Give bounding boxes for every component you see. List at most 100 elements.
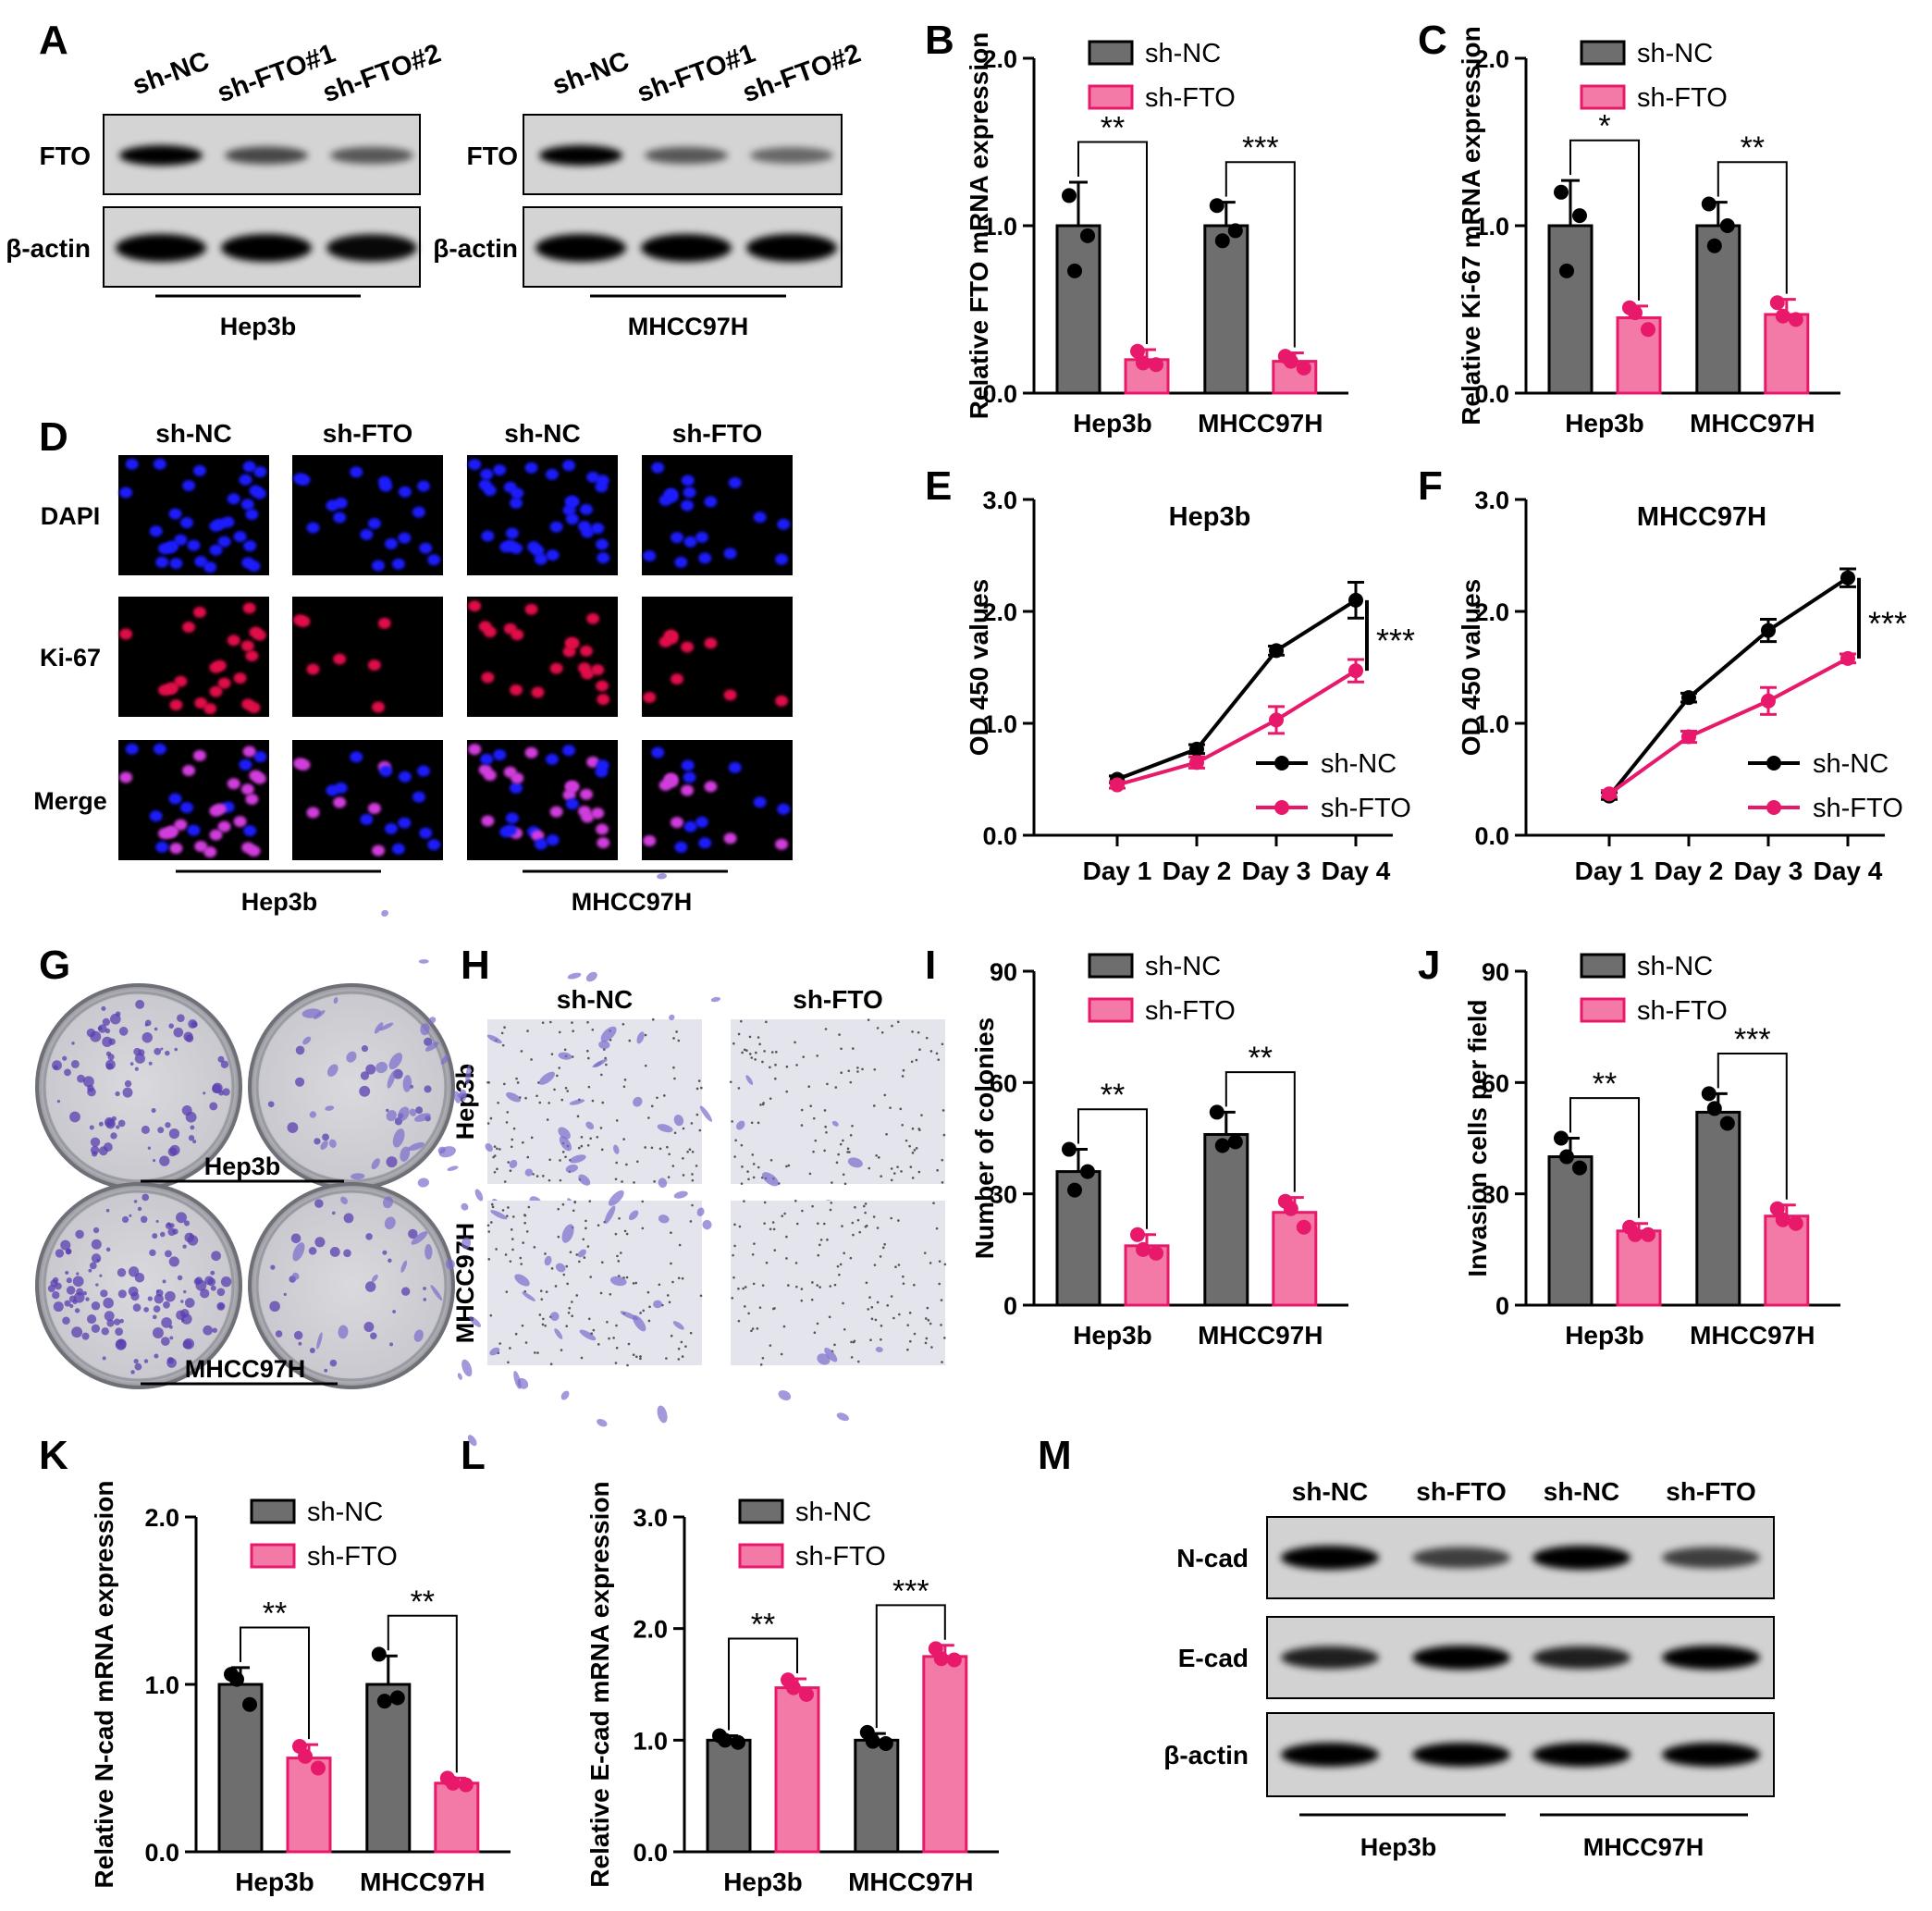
membrane-pore xyxy=(560,1349,563,1351)
membrane-pore xyxy=(587,1056,590,1060)
invaded-cell xyxy=(657,1405,668,1424)
colony xyxy=(216,1288,226,1297)
panel-letter-h: H xyxy=(461,943,490,988)
colony xyxy=(101,1005,106,1011)
membrane-pore xyxy=(697,1079,701,1082)
membrane-pore xyxy=(732,1042,735,1045)
blot-band xyxy=(1412,1743,1510,1767)
membrane-pore xyxy=(816,1054,819,1057)
nucleus xyxy=(546,549,560,561)
membrane-pore xyxy=(743,1200,745,1202)
colony xyxy=(293,1330,303,1340)
nucleus xyxy=(391,558,405,570)
significance-label: ** xyxy=(1741,130,1765,166)
membrane-pore xyxy=(681,1355,684,1358)
membrane-pore xyxy=(880,1338,882,1341)
membrane-pore xyxy=(911,1177,915,1179)
membrane-pore xyxy=(670,1334,673,1338)
y-axis-label: Relative N-cad mRNA expression xyxy=(90,1481,118,1889)
membrane-pore xyxy=(849,1080,853,1084)
nucleus xyxy=(174,534,188,546)
nucleus xyxy=(203,846,217,858)
membrane-pore xyxy=(592,1328,596,1332)
membrane-pore xyxy=(521,1324,524,1327)
nucleus xyxy=(372,845,386,857)
data-point xyxy=(1602,786,1617,802)
colony xyxy=(183,1031,193,1042)
membrane-pore xyxy=(512,1127,516,1130)
invaded-cell xyxy=(437,1146,446,1154)
membrane-pore xyxy=(680,1340,683,1344)
nucleus xyxy=(493,464,507,476)
data-point xyxy=(1641,1227,1655,1242)
membrane-pore xyxy=(576,1115,580,1118)
data-point xyxy=(242,1696,257,1712)
colony xyxy=(176,1212,187,1224)
nucleus xyxy=(549,521,563,533)
legend-swatch xyxy=(250,1543,296,1569)
colony xyxy=(52,1291,60,1300)
membrane-pore xyxy=(755,1051,757,1054)
blot-band xyxy=(535,234,626,262)
colony xyxy=(75,1229,84,1239)
row-label: FTO xyxy=(467,142,518,170)
membrane-pore xyxy=(585,1227,587,1230)
colony xyxy=(190,1125,195,1130)
membrane-pore xyxy=(733,1223,736,1227)
nucleus xyxy=(674,841,688,853)
membrane-pore xyxy=(794,1199,797,1202)
membrane-pore xyxy=(737,1319,741,1323)
nucleus xyxy=(379,765,393,777)
membrane-pore xyxy=(843,1251,845,1255)
membrane-pore xyxy=(571,1314,573,1318)
colony xyxy=(124,1079,132,1088)
nucleus xyxy=(577,662,591,674)
colony xyxy=(69,1111,80,1123)
colony xyxy=(69,1303,74,1309)
invaded-cell xyxy=(302,1036,312,1045)
y-tick-label: 1.0 xyxy=(1474,710,1509,738)
membrane-pore xyxy=(889,1106,892,1109)
membrane-pore xyxy=(752,1282,756,1286)
nucleus xyxy=(125,458,139,470)
nucleus xyxy=(240,499,254,511)
membrane-pore xyxy=(522,1140,524,1144)
nucleus xyxy=(192,749,206,761)
y-tick-label: 90 xyxy=(990,958,1017,986)
membrane-pore xyxy=(493,1170,497,1174)
colony xyxy=(68,1295,77,1303)
membrane-pore xyxy=(568,1306,572,1310)
membrane-pore xyxy=(823,1149,826,1153)
colony xyxy=(314,1138,321,1145)
nucleus xyxy=(192,606,206,618)
nucleus xyxy=(233,816,247,828)
nucleus xyxy=(333,796,347,808)
nucleus xyxy=(297,615,311,627)
y-tick-label: 2.0 xyxy=(633,1616,668,1644)
membrane-pore xyxy=(511,1248,514,1251)
membrane-pore xyxy=(747,1312,750,1315)
colony xyxy=(166,1358,177,1368)
nucleus xyxy=(217,677,231,689)
membrane-pore xyxy=(596,1135,599,1139)
membrane-pore xyxy=(575,1253,579,1256)
membrane-pore xyxy=(858,1230,862,1234)
invaded-cell xyxy=(524,1168,534,1177)
nucleus xyxy=(562,789,576,801)
invaded-cell xyxy=(411,1231,428,1245)
membrane-pore xyxy=(756,1327,759,1330)
invaded-cell xyxy=(658,1214,670,1224)
nucleus xyxy=(155,556,169,568)
membrane-pore xyxy=(917,1030,920,1034)
membrane-pore xyxy=(672,1037,675,1040)
membrane-pore xyxy=(571,1301,573,1303)
invaded-cell xyxy=(555,1263,566,1273)
colony xyxy=(160,1231,166,1238)
invaded-cell xyxy=(636,1031,645,1044)
y-tick-label: 0.0 xyxy=(982,380,1017,408)
membrane-pore xyxy=(572,1209,575,1213)
nucleus xyxy=(531,830,545,842)
colony xyxy=(56,1100,61,1103)
data-point xyxy=(1775,1212,1790,1227)
nucleus xyxy=(728,761,742,773)
